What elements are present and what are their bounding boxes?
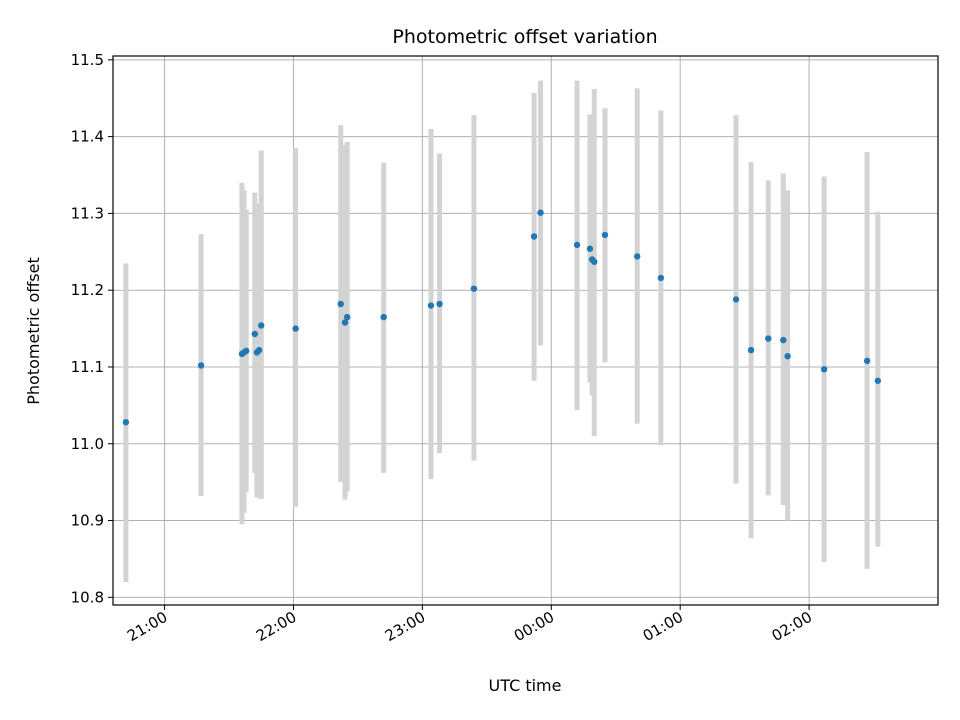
data-point [732, 296, 740, 303]
data-point [436, 300, 443, 308]
y-tick-label: 10.8 [71, 588, 104, 606]
y-tick-label: 11.4 [71, 128, 104, 146]
data-point [634, 253, 641, 260]
data-point [292, 325, 299, 332]
y-axis-label: Photometric offset [24, 257, 43, 405]
data-points [122, 209, 882, 426]
data-point [530, 233, 538, 240]
data-point [337, 300, 344, 308]
data-point [586, 245, 594, 252]
y-tick-label: 11.5 [71, 51, 104, 69]
data-point [427, 302, 435, 309]
data-point [470, 285, 478, 292]
data-point [537, 209, 544, 216]
data-point [765, 335, 772, 342]
grid [113, 56, 938, 605]
data-point [343, 313, 351, 321]
data-point [784, 353, 791, 360]
chart-title: Photometric offset variation [392, 26, 657, 48]
data-point [122, 419, 130, 426]
data-point [197, 362, 205, 369]
data-point [601, 231, 609, 239]
data-point [380, 313, 387, 321]
data-point [573, 241, 581, 249]
data-point [657, 274, 665, 282]
plot-frame [112, 55, 939, 606]
data-point [341, 319, 349, 326]
data-point [243, 347, 250, 355]
y-axis: 10.8 10.9 11.0 11.1 11.2 11.3 11.4 11.5 [71, 51, 113, 606]
data-point [747, 346, 755, 354]
data-point [874, 377, 882, 384]
data-point [863, 357, 871, 365]
data-point [255, 346, 263, 354]
data-point [780, 336, 787, 344]
y-tick-label: 11.3 [71, 204, 104, 222]
y-tick-label: 11.0 [71, 435, 104, 453]
y-tick-label: 11.2 [71, 281, 104, 299]
data-point [251, 330, 258, 338]
y-tick-label: 11.1 [71, 358, 104, 376]
data-point [258, 322, 265, 329]
x-axis-label: UTC time [489, 676, 562, 695]
plot-area [113, 56, 938, 605]
data-point [820, 366, 828, 373]
y-tick-label: 10.9 [71, 512, 104, 530]
data-point [591, 258, 598, 265]
